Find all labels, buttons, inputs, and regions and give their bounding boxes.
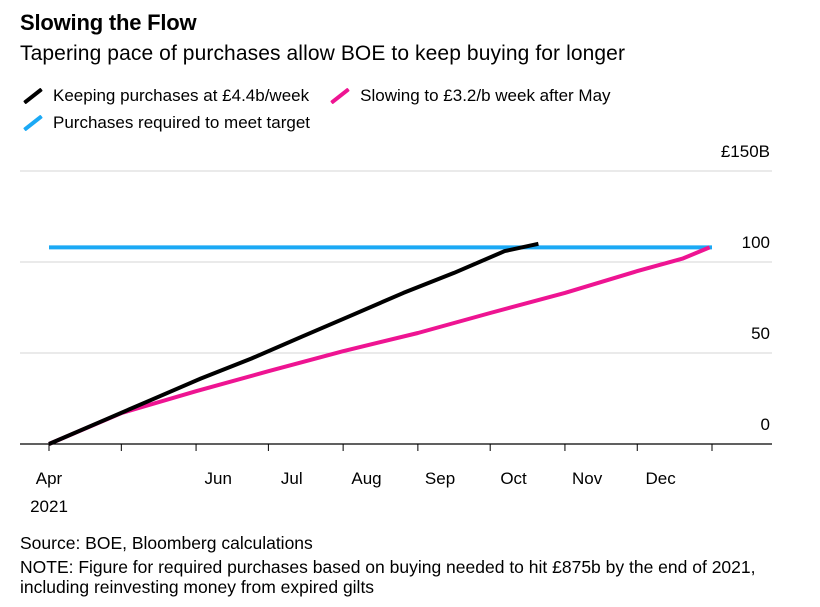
x-year-label: 2021: [30, 497, 68, 516]
x-tick-label-nov: Nov: [572, 469, 603, 488]
chart-title: Slowing the Flow: [20, 10, 197, 35]
legend-row-1: Keeping purchases at £4.4b/week Slowing …: [20, 86, 629, 106]
x-tick-label-jul: Jul: [281, 469, 303, 488]
chart-subtitle: Tapering pace of purchases allow BOE to …: [20, 42, 626, 65]
legend-label-pink: Slowing to £3.2/b week after May: [360, 86, 611, 105]
legend-item-pink: Slowing to £3.2/b week after May: [327, 86, 611, 106]
legend-label-black: Keeping purchases at £4.4b/week: [53, 86, 310, 105]
x-tick-label-dec: Dec: [646, 469, 677, 488]
y-tick-label-50: 50: [751, 324, 770, 343]
x-tick-label-sep: Sep: [425, 469, 455, 488]
x-tick-label-aug: Aug: [351, 469, 381, 488]
y-axis-labels: 0 50 100 £150B: [721, 142, 770, 434]
series-line-1: [48, 245, 711, 446]
y-tick-label-100: 100: [742, 233, 770, 252]
legend-item-black: Keeping purchases at £4.4b/week: [20, 86, 309, 106]
x-axis: Apr Jun Jul Aug Sep Oct Nov Dec 2021: [20, 443, 772, 516]
gridlines: [20, 170, 772, 354]
series-layer: [48, 241, 712, 446]
x-tick-label-jun: Jun: [205, 469, 232, 488]
x-tick-label-apr: Apr: [36, 469, 63, 488]
series-line-0: [48, 241, 539, 446]
y-tick-label-150: £150B: [721, 142, 770, 161]
legend-row-2: Purchases required to meet target: [20, 113, 328, 133]
source-text: Source: BOE, Bloomberg calculations: [20, 533, 313, 553]
legend-item-blue: Purchases required to meet target: [20, 113, 310, 133]
note-text: NOTE: Figure for required purchases base…: [20, 557, 756, 597]
legend-label-blue: Purchases required to meet target: [53, 113, 311, 132]
x-tick-label-oct: Oct: [500, 469, 527, 488]
y-tick-label-0: 0: [761, 415, 770, 434]
